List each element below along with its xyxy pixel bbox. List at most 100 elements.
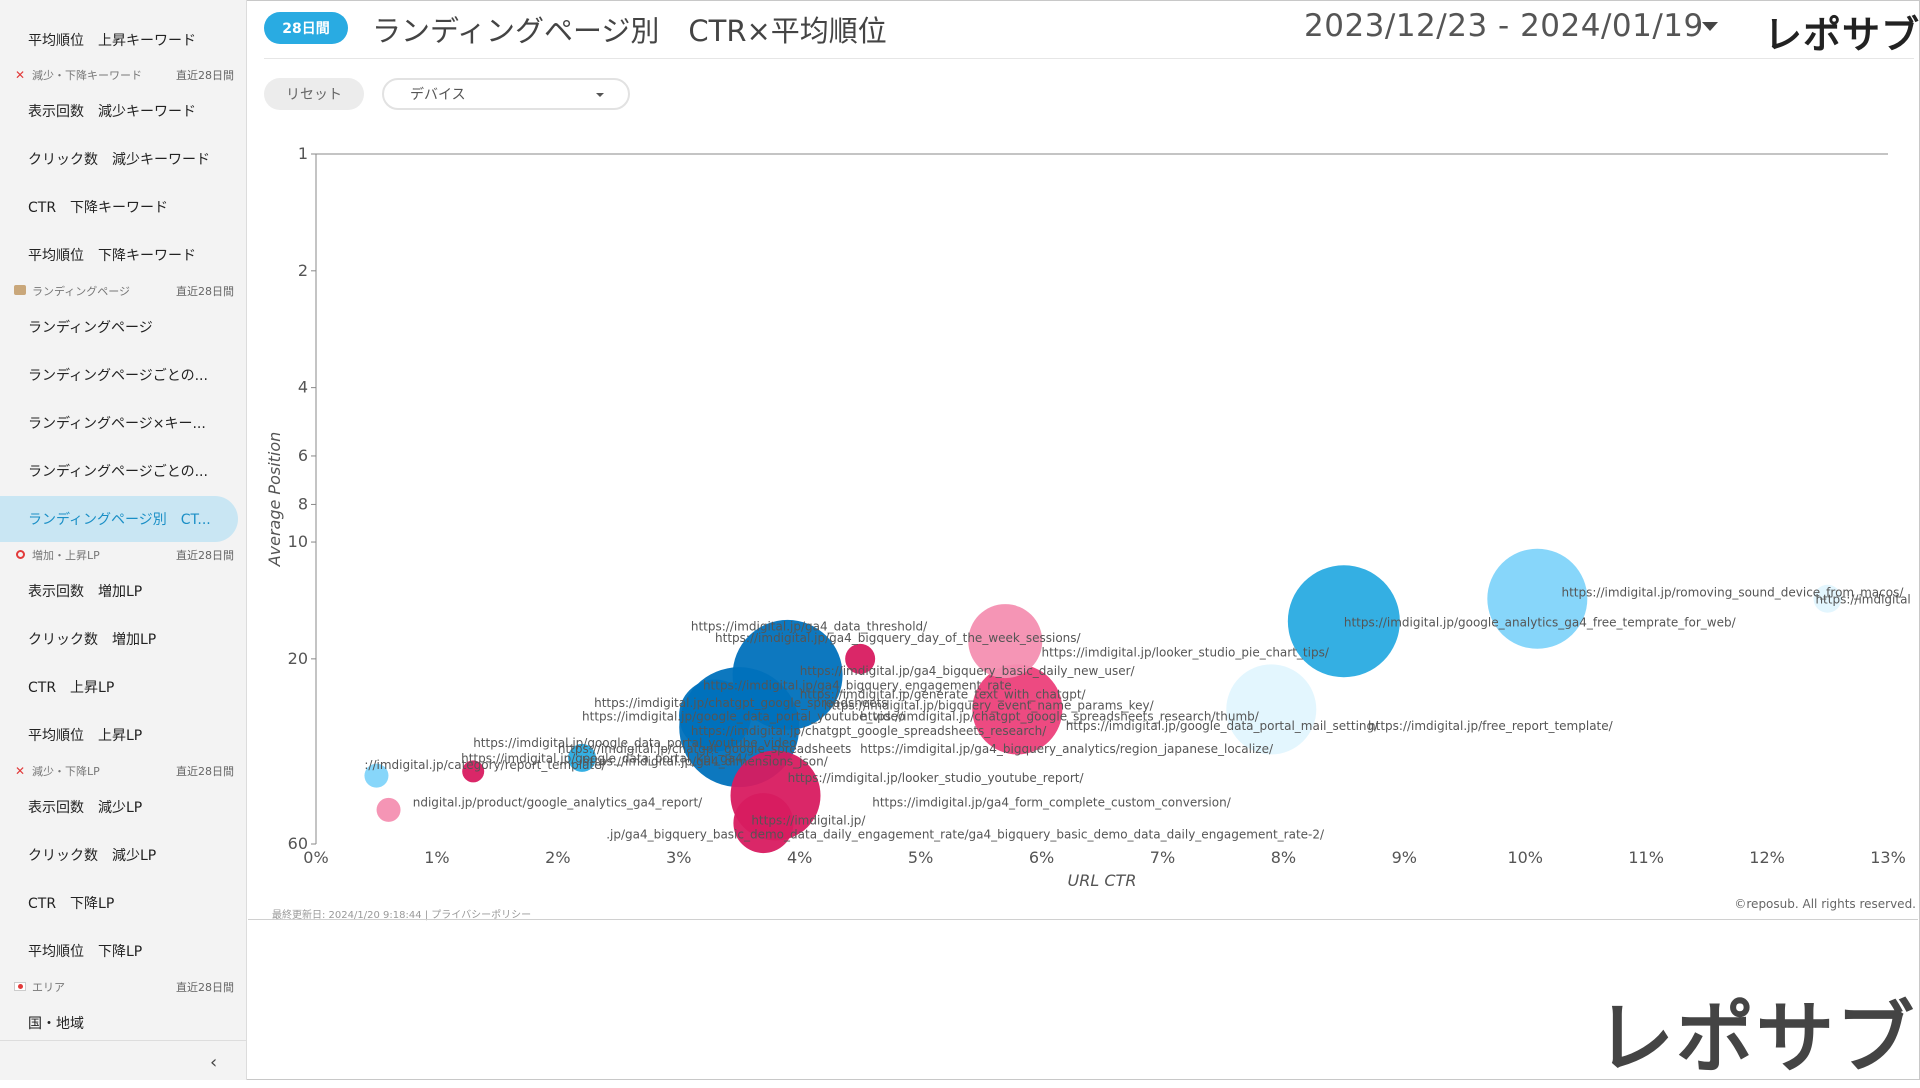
device-select-label: デバイス [410,87,466,103]
sidebar-section-header: ✕ 減少・下降キーワード 直近28日間 [12,66,234,84]
bubble-url-label: ndigital.jp/product/google_analytics_ga4… [413,795,703,809]
data-bubble [376,797,401,822]
sidebar-item-label: 表示回数 減少キーワード [28,104,196,120]
sidebar-item-label: 表示回数 増加LP [28,584,143,600]
bubble-url-label: https://imdigital.jp/ga4_dimensions_json… [582,755,829,769]
data-bubble [1813,584,1842,613]
sidebar-item-label: CTR 下降キーワード [28,200,169,216]
sidebar-item-label: 国・地域 [28,1016,84,1032]
x-tick-label: 5% [908,848,933,867]
sidebar-item-label: ランディングページごとの... [28,368,208,384]
sidebar-item[interactable]: 表示回数 減少キーワード [0,88,238,134]
x-tick-label: 2% [545,848,570,867]
report-divider [248,919,1918,920]
x-tick-label: 4% [787,848,812,867]
sidebar: ✕ 減少・下降キーワード 直近28日間 ランディングページ 直近28日間 増加・上昇LP 直… [0,0,247,1080]
sidebar-item[interactable]: ランディングページごとの... [0,352,238,398]
sidebar-item[interactable]: ランディングページ×キー... [0,400,238,446]
sidebar-item[interactable]: 表示回数 増加LP [0,568,238,614]
sidebar-section-header: エリア 直近28日間 [12,978,234,996]
sidebar-item[interactable]: 平均順位 下降キーワード [0,232,238,278]
sidebar-footer [0,1040,246,1080]
data-bubble [679,679,752,752]
y-tick-label: 6 [298,446,308,465]
data-bubble [732,619,843,730]
page-title: ランディングページ別 CTR×平均順位 [372,14,887,48]
sidebar-item[interactable]: CTR 上昇LP [0,664,238,710]
bubble-url-label: https://imdigital.jp/looker_studio_youtu… [788,771,1085,785]
bubble-url-label: https://imdigital.jp/free_report_templat… [1368,719,1614,733]
sidebar-item[interactable]: ランディングページ別 CT... [0,496,238,542]
sidebar-item-label: 平均順位 下降キーワード [28,248,196,264]
sidebar-item[interactable]: CTR 下降LP [0,880,238,926]
sidebar-item[interactable]: 表示回数 減少LP [0,784,238,830]
x-tick-label: 13% [1870,848,1906,867]
bubble-url-label: https://imdigital.jp/ga4_bigquery_basic_… [800,664,1136,678]
brand-logo: レポサブ [1764,13,1920,57]
sidebar-section-label: ランディングページ [32,285,131,298]
flag-icon [12,980,28,994]
period-badge[interactable]: 28日間 [264,12,348,44]
chevron-down-icon[interactable] [1702,22,1718,31]
close-x-icon: ✕ [14,764,26,778]
bubble-url-label: https://imdigital.jp/ga4_bigquery_day_of… [715,631,1081,645]
x-tick-label: 9% [1392,848,1417,867]
copyright: ©reposub. All rights reserved. [1734,897,1916,911]
sidebar-item-label: 平均順位 上昇LP [28,728,143,744]
sidebar-item-label: ランディングページ×キー... [28,416,206,432]
x-axis-title: URL CTR [1068,871,1137,890]
header-divider [264,58,1914,59]
x-tick-label: 0% [303,848,328,867]
sidebar-item[interactable]: 平均順位 上昇LP [0,712,238,758]
bubble-url-label: https://imdigital.jp/looker_studio_pie_c… [1042,645,1330,659]
sidebar-item[interactable]: 平均順位 上昇キーワード [0,17,238,63]
y-tick-label: 60 [288,834,308,853]
collapse-sidebar-icon[interactable]: ‹ [210,1052,218,1073]
reset-button[interactable]: リセット [264,78,364,110]
sidebar-item-label: クリック数 減少LP [28,848,157,864]
y-tick-label: 4 [298,378,308,397]
bubble-url-label: https://imdigital.jp/generate_text_with_… [800,687,1087,701]
sidebar-item[interactable]: ランディングページごとの... [0,448,238,494]
bubble-url-label: https://imdigital.jp/aboutus/ [1815,592,1912,606]
bubble-url-label: https://imdigital.jp/chatgpt_google_spre… [691,724,1047,738]
sidebar-section-label: エリア [32,981,65,994]
bubble-chart: 1 2 4 6 8 10 20 600% 1% 2% 3% 4% 5% 6% 7% 8% 9% 10% 11% 12%… [265,144,1912,890]
bubble-url-label: https://imdigital.jp/chatgpt_google_spre… [594,696,887,710]
x-tick-label: 7% [1150,848,1175,867]
bubble-url-label: https://imdigital.jp/chatgpt_google_spre… [558,742,851,756]
sidebar-section-period: 直近28日間 [176,69,234,82]
sidebar-item-label: クリック数 減少キーワード [28,152,210,168]
x-tick-label: 8% [1271,848,1296,867]
last-updated: 最終更新日: 2024/1/20 9:18:44 [272,910,422,921]
sidebar-item[interactable]: 国・地域 [0,1000,238,1046]
data-bubble [1487,548,1588,649]
brand-logo-large: レポサブ [1596,994,1917,1084]
sidebar-item[interactable]: クリック数 減少LP [0,832,238,878]
bubble-url-label: https://imdigital.jp/google_data_portal_… [1066,719,1379,733]
data-bubble [568,743,597,772]
y-tick-label: 8 [298,494,308,513]
data-bubble [845,643,876,674]
bubble-url-label: https://imdigital.jp/google_data_portal_… [582,709,905,723]
y-tick-label: 2 [298,261,308,280]
sidebar-item[interactable]: ランディングページ [0,304,238,350]
sidebar-item-label: ランディングページごとの... [28,464,208,480]
y-tick-label: 1 [298,144,308,163]
bubble-url-label: https://imdigital.jp/google_data_portal_… [461,752,748,766]
sidebar-section-period: 直近28日間 [176,765,234,778]
sidebar-item[interactable]: クリック数 減少キーワード [0,136,238,182]
data-bubble [972,664,1063,755]
date-range-picker[interactable]: 2023/12/23 - 2024/01/19 [1304,8,1704,44]
device-select[interactable]: デバイス [382,78,630,110]
sidebar-section-label: 増加・上昇LP [32,549,100,562]
sidebar-item[interactable]: 平均順位 下降LP [0,928,238,974]
bubble-url-label: https://imdigital.jp/bigquery_event_name… [824,698,1155,712]
sidebar-item[interactable]: クリック数 増加LP [0,616,238,662]
bubble-url-label: https://imdigital.jp/ga4_data_threshold/ [691,619,928,633]
bubble-url-label: https://imdigital.jp/ga4_bigquery_engage… [703,679,1012,693]
sidebar-item[interactable]: CTR 下降キーワード [0,184,238,230]
privacy-link[interactable]: プライバシーポリシー [431,910,532,921]
sidebar-item-label: CTR 下降LP [28,896,115,912]
chevron-down-icon [596,93,604,97]
